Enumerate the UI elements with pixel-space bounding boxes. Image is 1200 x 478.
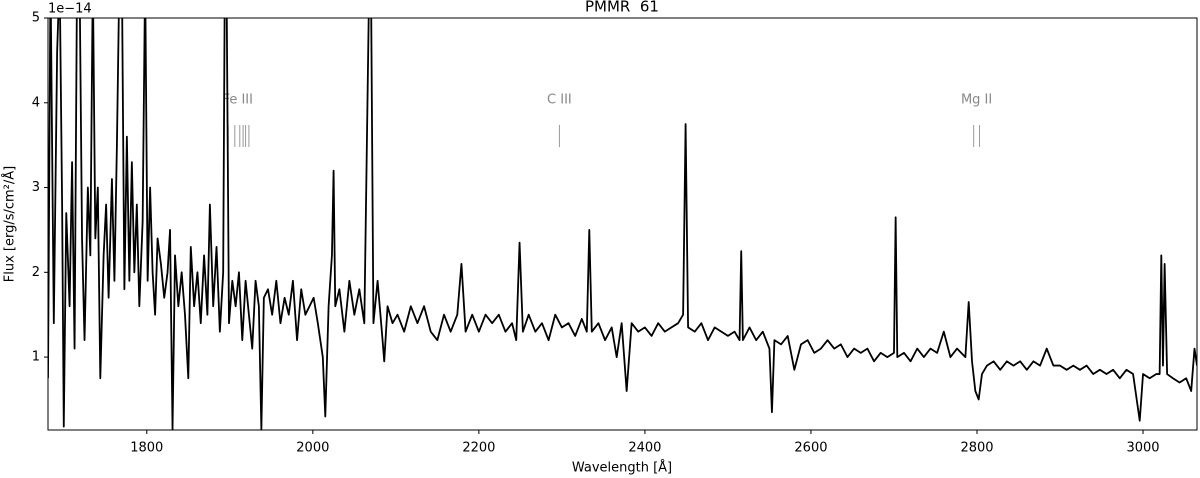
x-tick-label: 3000 bbox=[1126, 441, 1159, 456]
y-tick-label: 2 bbox=[32, 265, 40, 280]
y-tick-label: 1 bbox=[32, 350, 40, 365]
x-tick-label: 2200 bbox=[462, 441, 495, 456]
x-tick-label: 2600 bbox=[794, 441, 827, 456]
x-tick-label: 1800 bbox=[130, 441, 163, 456]
y-tick-label: 3 bbox=[32, 180, 40, 195]
x-tick-label: 2400 bbox=[628, 441, 661, 456]
y-offset: 1e−14 bbox=[48, 2, 92, 17]
annotation-label: Fe III bbox=[223, 93, 253, 108]
y-axis-label: Flux [erg/s/cm²/Å] bbox=[2, 166, 18, 283]
plot-frame bbox=[47, 17, 1198, 431]
annotation-label: Mg II bbox=[961, 93, 992, 108]
y-tick-label: 5 bbox=[32, 11, 40, 26]
x-tick-label: 2800 bbox=[960, 441, 993, 456]
spectrum-line bbox=[48, 18, 1197, 430]
x-axis-label: Wavelength [Å] bbox=[572, 460, 672, 476]
x-tick-label: 2000 bbox=[296, 441, 329, 456]
annotation-label: C III bbox=[547, 93, 572, 108]
y-tick-label: 4 bbox=[32, 95, 40, 110]
chart-title: PMMR 61 bbox=[585, 0, 659, 16]
